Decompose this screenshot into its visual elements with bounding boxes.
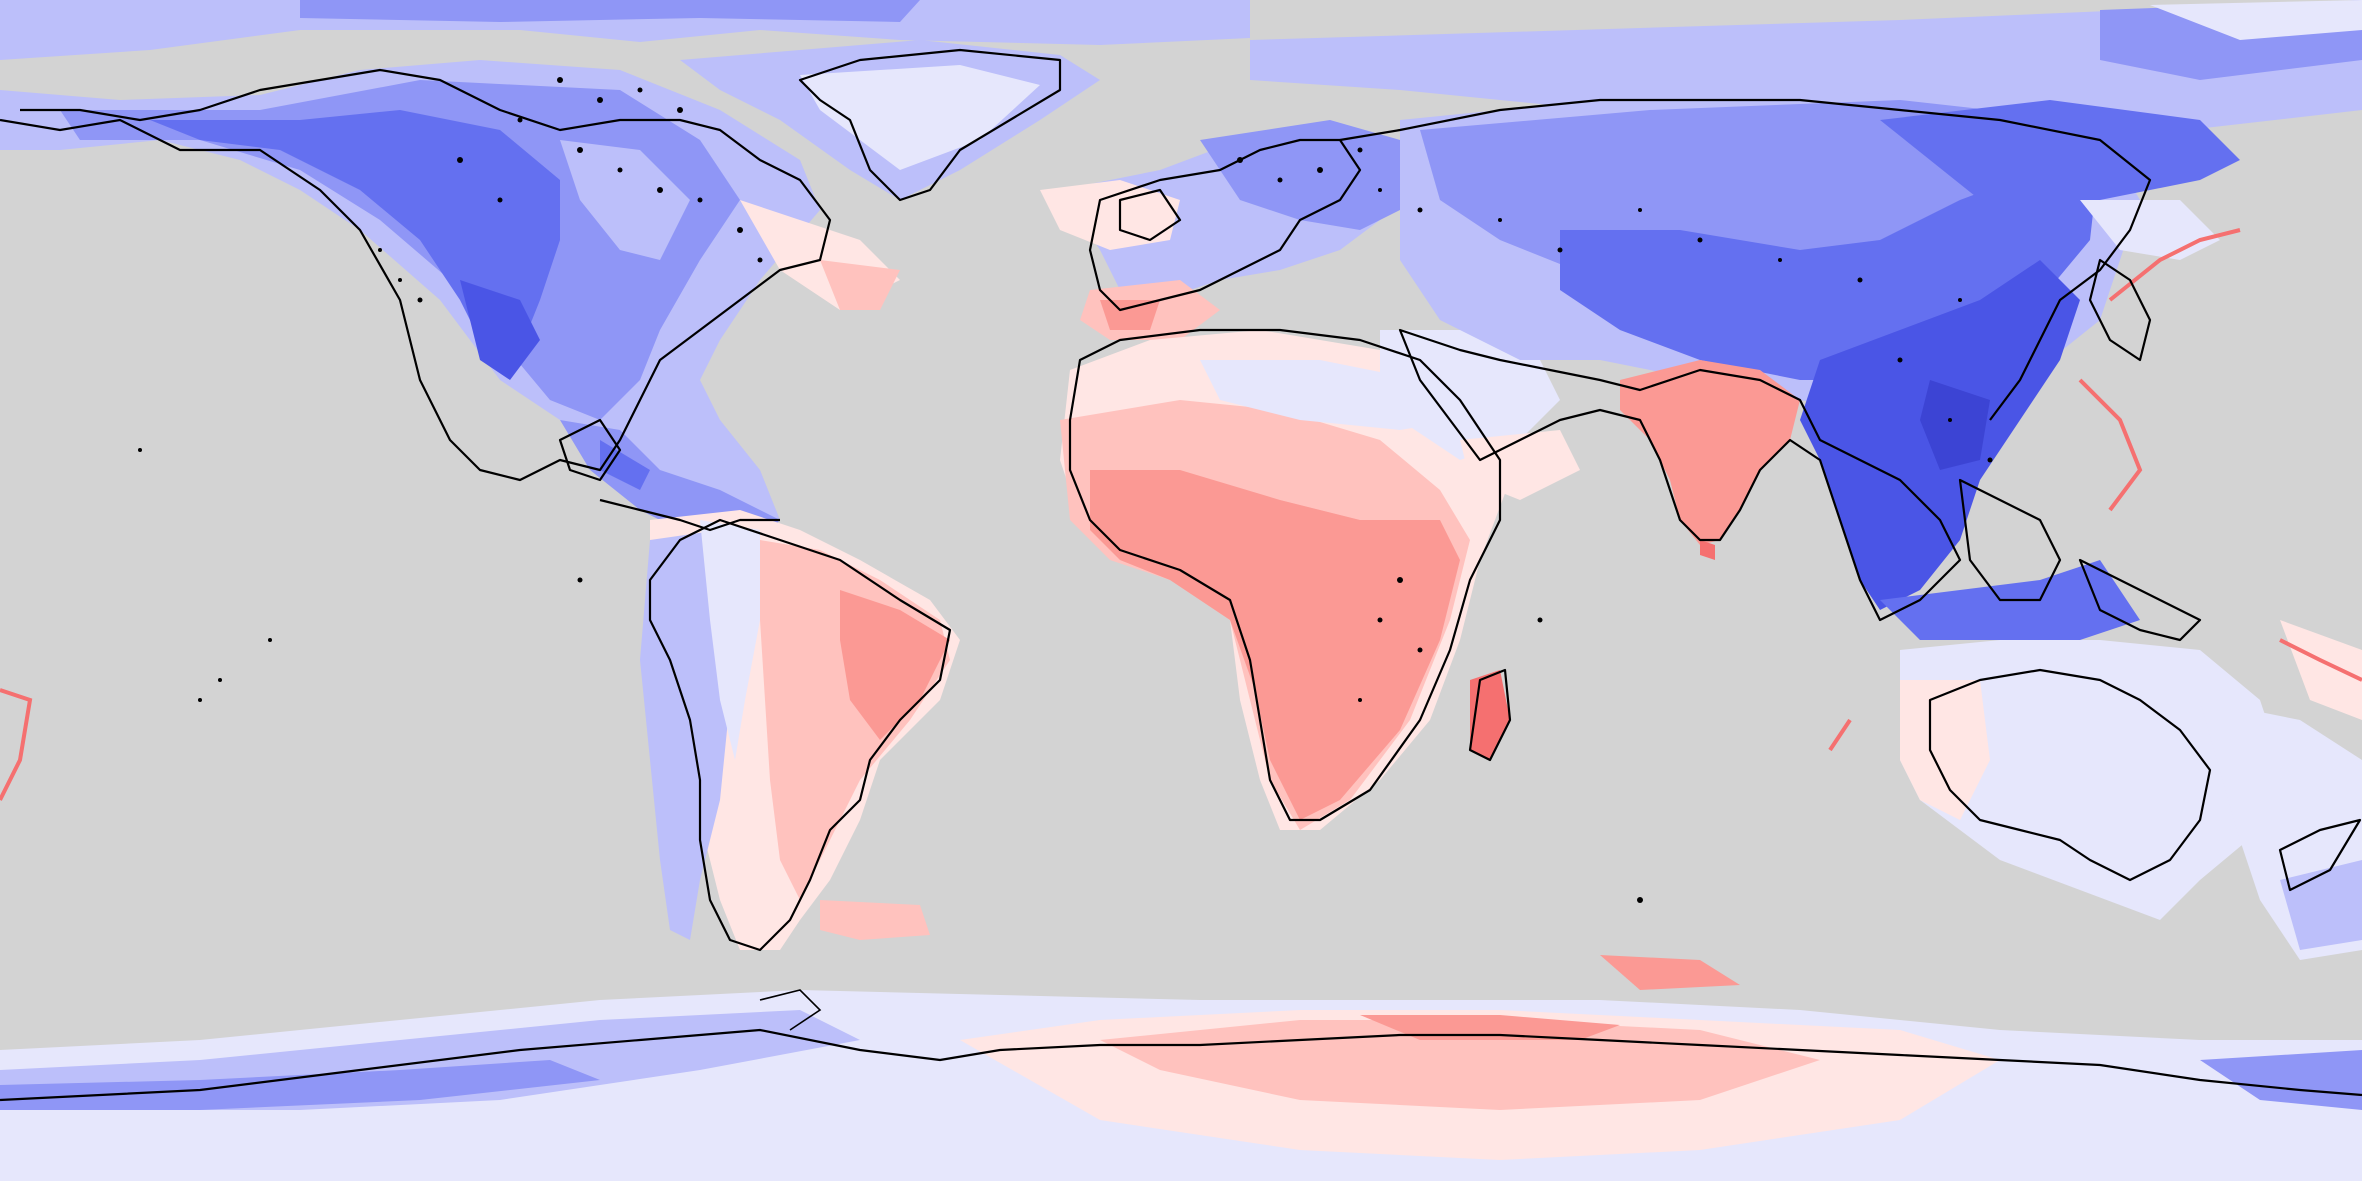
europe-region — [1040, 120, 1420, 340]
north-america-region — [0, 60, 900, 540]
south-america-region — [640, 510, 960, 950]
antarctica-region — [0, 955, 2362, 1181]
greenland-region — [680, 40, 1100, 200]
island-lake-speckle — [138, 77, 1993, 903]
red-rift-lines — [0, 228, 2362, 801]
india-region — [1620, 360, 1800, 560]
africa-region — [1060, 330, 1510, 830]
asia-region — [1400, 90, 2240, 640]
coastlines — [0, 48, 2362, 1102]
australia-region — [1900, 620, 2362, 960]
